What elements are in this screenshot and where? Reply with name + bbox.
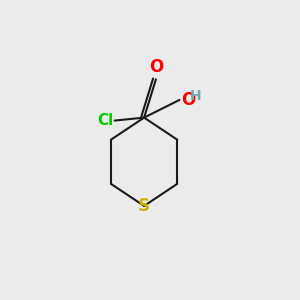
- Text: O: O: [149, 58, 163, 76]
- Text: Cl: Cl: [97, 113, 113, 128]
- Text: S: S: [138, 197, 150, 215]
- Text: H: H: [190, 89, 202, 103]
- Text: O: O: [181, 91, 195, 109]
